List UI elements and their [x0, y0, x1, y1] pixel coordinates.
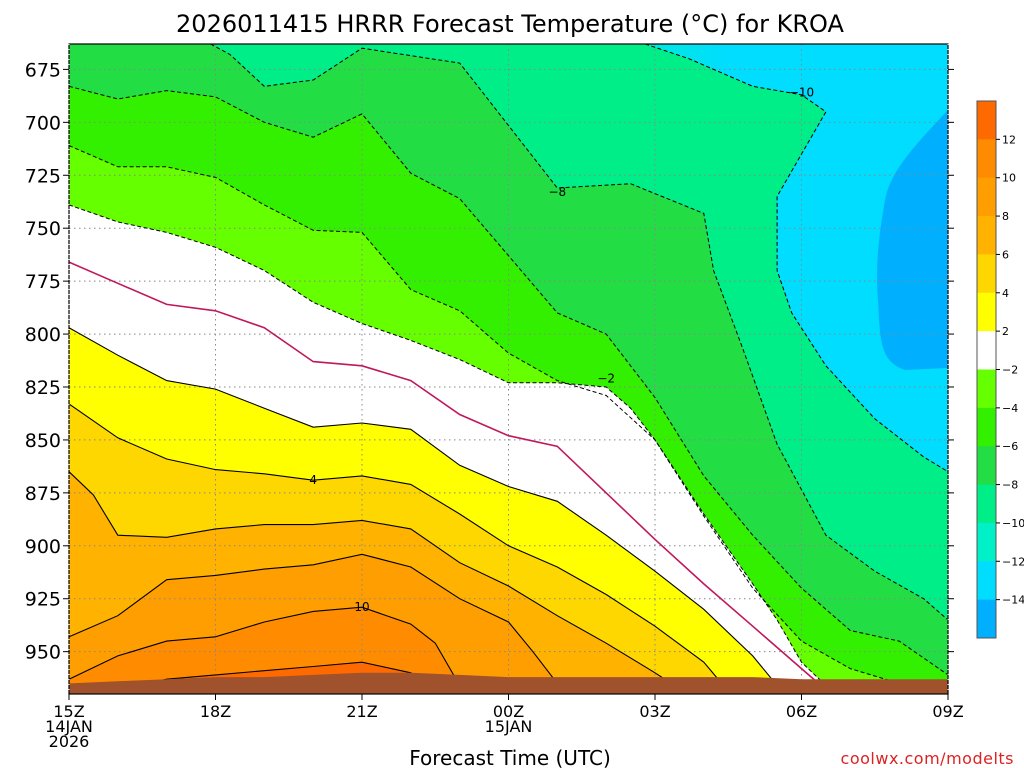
colorbar-bin [977, 254, 996, 294]
colorbar-tick-label: 10 [1002, 172, 1016, 185]
colorbar-tick-label: −6 [1002, 440, 1018, 453]
isotherm-0 [69, 261, 822, 687]
x-tick-label: 15Z [53, 702, 84, 721]
colorbar-tick-label: −4 [1002, 402, 1018, 415]
x-tick-label: 15JAN [485, 717, 533, 736]
temperature-fills [69, 44, 948, 694]
x-tick-label: 2026 [49, 732, 90, 751]
credit-text: coolwx.com/modelts [841, 749, 1014, 768]
isotherm-2 [69, 327, 778, 686]
colorbar-bin [977, 331, 996, 370]
colorbar-bin [977, 369, 996, 409]
terrain-fill [69, 672, 948, 694]
colorbar-tick-label: 6 [1002, 248, 1009, 261]
terrain [69, 672, 948, 694]
colorbar-tick-label: −12 [1002, 555, 1024, 568]
y-tick-label: 925 [25, 589, 61, 611]
isotherm-10 [69, 606, 461, 686]
colorbar-tick-label: −8 [1002, 479, 1018, 492]
x-tick-label: 06Z [786, 702, 817, 721]
y-tick-label: 850 [25, 430, 61, 452]
isotherm-label: 10 [354, 600, 369, 614]
colorbar-bin [977, 407, 996, 447]
isotherm--8 [210, 44, 948, 621]
x-tick-label: 18Z [200, 702, 231, 721]
x-tick-label: 14JAN [45, 717, 93, 736]
x-tick-label: 03Z [639, 702, 670, 721]
colorbar-bin [977, 561, 996, 601]
colorbar-bin [977, 101, 996, 140]
isotherm-labels: −10 −8 −2 4 10 [309, 86, 814, 614]
y-tick-label: 775 [25, 271, 61, 293]
y-tick-label: 800 [25, 324, 61, 346]
colorbar-tick-label: −14 [1002, 594, 1024, 607]
y-tick-label: 750 [25, 218, 61, 240]
colorbar-bin [977, 446, 996, 486]
colorbar-tick-label: −2 [1002, 364, 1018, 377]
x-tick-label: 00Z [493, 702, 524, 721]
colorbar-tick-label: 12 [1002, 133, 1016, 146]
x-tick-label: 09Z [932, 702, 963, 721]
y-tick-label: 950 [25, 642, 61, 664]
isotherm-label: −2 [597, 372, 615, 386]
y-tick-label: 700 [25, 112, 61, 134]
y-tick-label: 725 [25, 165, 61, 187]
isotherm-6 [69, 471, 675, 686]
colorbar: 12 10 8 6 4 2 −2 −4 −6 −8 −10 −12 −14 [976, 100, 1024, 639]
colorbar-bin [977, 139, 996, 179]
colorbar-tick-label: 8 [1002, 210, 1009, 223]
y-tick-label: 675 [25, 59, 61, 81]
colorbar-bin [977, 599, 996, 639]
y-tick-label: 825 [25, 377, 61, 399]
colorbar-tick-label: 4 [1002, 287, 1009, 300]
y-tick-label: 900 [25, 536, 61, 558]
x-axis-label: Forecast Time (UTC) [409, 746, 611, 768]
colorbar-tick-label: −10 [1002, 517, 1024, 530]
isotherm-8 [69, 553, 558, 684]
colorbar-bin [977, 522, 996, 562]
isotherm--10 [645, 44, 948, 473]
colorbar-bin [977, 177, 996, 217]
colorbar-tick-label: 2 [1002, 325, 1009, 338]
colorbar-bin [977, 292, 996, 332]
isotherm--6 [69, 85, 948, 676]
y-tick-label: 875 [25, 483, 61, 505]
isotherm-lines [69, 44, 948, 691]
chart-title: 2026011415 HRRR Forecast Temperature (°C… [176, 10, 844, 38]
isotherm-12 [117, 661, 436, 691]
isotherm--2 [69, 204, 827, 686]
isotherm-label: −8 [548, 185, 566, 199]
isotherm-label: 4 [309, 473, 317, 487]
isotherm--4 [69, 145, 900, 684]
colorbar-bin [977, 216, 996, 255]
colorbar-bin [977, 484, 996, 524]
isotherm-4 [69, 403, 724, 686]
y-axis: 675 700 725 750 775 800 825 850 875 900 925 950 [25, 59, 954, 664]
isotherm-label: −10 [789, 86, 814, 100]
gridlines [69, 44, 948, 694]
x-tick-label: 21Z [346, 702, 377, 721]
